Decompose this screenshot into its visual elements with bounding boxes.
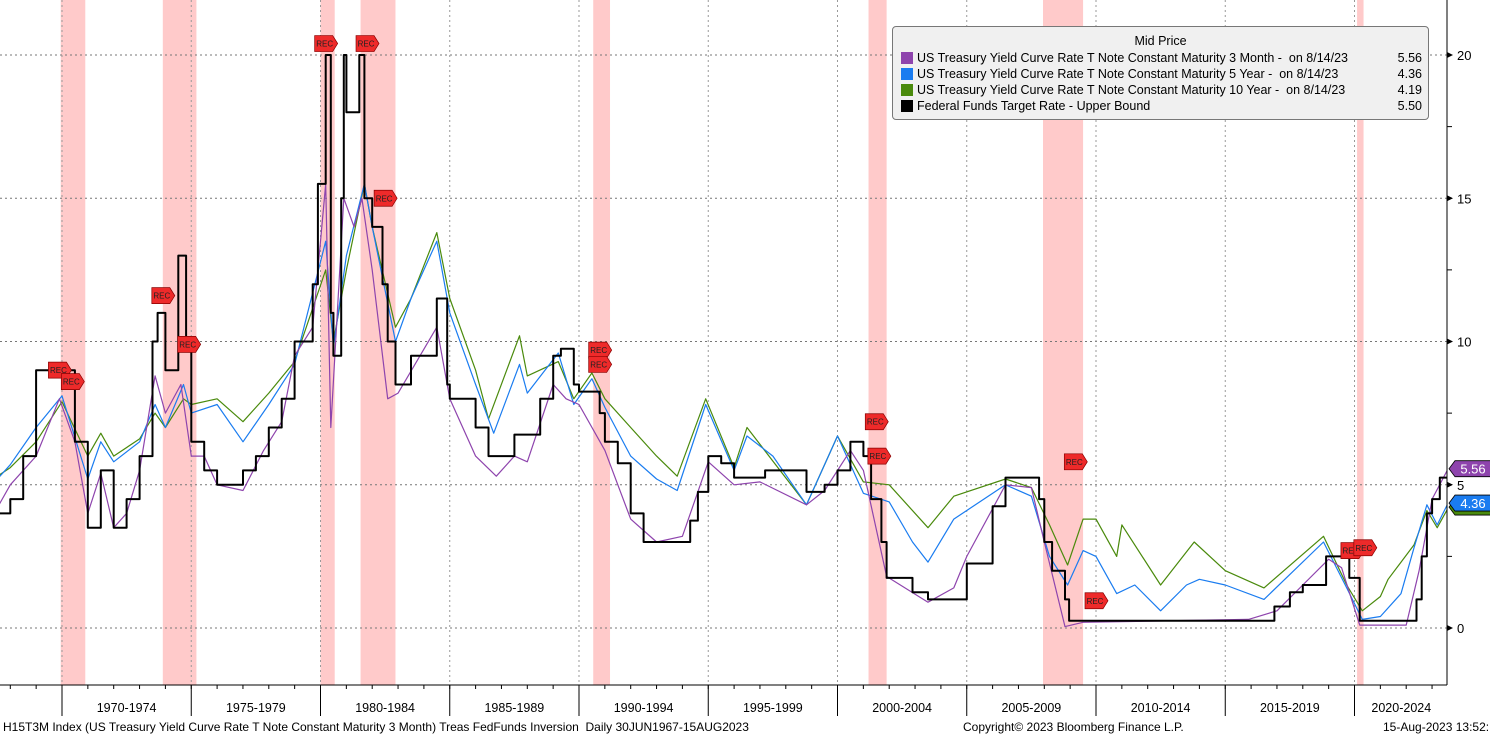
legend-title: Mid Price (1134, 34, 1187, 48)
recession-marker-label: REC (590, 360, 607, 369)
x-tick-label: 1970-1974 (97, 701, 157, 715)
footer-description: H15T3M Index (US Treasury Yield Curve Ra… (3, 720, 749, 734)
legend-label: US Treasury Yield Curve Rate T Note Cons… (917, 51, 1348, 65)
y-tick-label: 20 (1457, 48, 1471, 63)
footer-timestamp: 15-Aug-2023 13:52:16 (1383, 720, 1490, 734)
recession-marker-label: REC (1355, 544, 1372, 553)
y-tick-arrow (1447, 481, 1453, 488)
recession-marker-label: REC (1087, 597, 1104, 606)
last-value-tag-label: 4.36 (1460, 496, 1485, 511)
y-tick-label: 15 (1457, 191, 1471, 206)
series-line-2 (0, 183, 1447, 612)
legend-swatch (901, 84, 913, 96)
legend-value: 5.56 (1397, 51, 1422, 65)
recession-marker-shape (1353, 539, 1378, 557)
y-tick-label: 5 (1457, 478, 1464, 493)
legend-value: 4.19 (1397, 83, 1422, 97)
legend-swatch (901, 100, 913, 112)
y-tick-arrow (1447, 338, 1453, 345)
legend-label: US Treasury Yield Curve Rate T Note Cons… (917, 67, 1339, 81)
recession-marker: REC (177, 336, 202, 353)
recession-marker-label: REC (590, 346, 607, 355)
x-tick-label: 1995-1999 (743, 701, 803, 715)
recession-marker-label: REC (867, 418, 884, 427)
x-tick-label: 2010-2014 (1131, 701, 1191, 715)
recession-marker: REC (867, 447, 892, 465)
x-tick-label: 2020-2024 (1371, 701, 1431, 715)
recession-marker-label: REC (179, 340, 196, 349)
recession-marker-label: REC (316, 40, 333, 49)
legend-value: 4.36 (1397, 67, 1422, 81)
legend-label: Federal Funds Target Rate - Upper Bound (917, 99, 1151, 113)
x-tick-label: 1990-1994 (614, 701, 674, 715)
recession-marker-shape (1084, 592, 1109, 610)
x-tick-label: 2005-2009 (1001, 701, 1061, 715)
series-line-3 (0, 54, 1447, 622)
legend-label: US Treasury Yield Curve Rate T Note Cons… (917, 83, 1346, 97)
legend-entry-10y: US Treasury Yield Curve Rate T Note Cons… (893, 82, 1428, 98)
series-group (0, 54, 1447, 628)
last-value-tag-shape (1448, 460, 1490, 478)
recession-band (1357, 0, 1364, 685)
recession-marker: REC (373, 189, 398, 207)
recession-marker-label: REC (153, 292, 170, 301)
recession-marker: REC (355, 35, 380, 52)
recession-marker-shape (177, 336, 202, 353)
recession-marker-label: REC (1342, 547, 1359, 556)
recession-marker: REC (588, 341, 613, 359)
footer-copyright: Copyright© 2023 Bloomberg Finance L.P. (963, 720, 1184, 734)
recession-marker: REC (864, 413, 889, 431)
recession-marker-label: REC (50, 366, 67, 375)
recession-marker-shape (60, 373, 85, 390)
x-tick-label: 2000-2004 (872, 701, 932, 715)
x-tick-label: 1980-1984 (355, 701, 415, 715)
recession-marker-label: REC (1066, 458, 1083, 467)
recession-marker-shape (373, 189, 398, 207)
recession-marker-shape (864, 413, 889, 431)
recession-marker: REC (151, 287, 176, 305)
chart-legend: Mid Price US Treasury Yield Curve Rate T… (892, 26, 1429, 120)
recession-marker: REC (1353, 539, 1378, 557)
recession-marker-shape (151, 287, 176, 305)
x-tick-label: 1975-1979 (226, 701, 286, 715)
recession-marker-shape (314, 35, 339, 52)
series-line-0 (0, 183, 1447, 628)
legend-entry-5y: US Treasury Yield Curve Rate T Note Cons… (893, 66, 1428, 82)
last-value-tag: 5.56 (1448, 460, 1490, 478)
x-tick-label: 2015-2019 (1260, 701, 1320, 715)
recession-marker: REC (1084, 592, 1109, 610)
legend-swatch (901, 52, 913, 64)
y-tick-arrow (1447, 195, 1453, 202)
recession-marker-shape (355, 35, 380, 52)
y-tick-arrow (1447, 52, 1453, 58)
last-value-tag: 4.36 (1448, 494, 1490, 512)
recession-marker-label: REC (358, 40, 375, 49)
recession-marker-label: REC (376, 194, 393, 203)
legend-entry-fedfunds: Federal Funds Target Rate - Upper Bound 5… (893, 98, 1428, 114)
recession-marker-shape (867, 447, 892, 465)
recession-marker-shape (588, 356, 613, 373)
y-tick-arrow (1447, 625, 1453, 631)
last-value-tag-label: 5.56 (1460, 462, 1485, 477)
recession-marker: REC (588, 356, 613, 373)
x-tick-label: 1985-1989 (484, 701, 544, 715)
last-value-tag-shape (1448, 494, 1490, 512)
recession-marker-label: REC (63, 378, 80, 387)
recession-marker-label: REC (869, 452, 886, 461)
recession-marker: REC (1063, 453, 1088, 471)
legend-value: 5.50 (1397, 99, 1422, 113)
recession-marker-shape (1063, 453, 1088, 471)
series-line-1 (0, 183, 1447, 620)
legend-entry-3m: US Treasury Yield Curve Rate T Note Cons… (893, 50, 1428, 66)
recession-marker-shape (588, 341, 613, 359)
recession-marker: REC (60, 373, 85, 390)
y-tick-label: 0 (1457, 621, 1464, 636)
recession-band (60, 0, 86, 685)
legend-swatch (901, 68, 913, 80)
recession-band (868, 0, 887, 685)
y-tick-label: 10 (1457, 335, 1471, 350)
recession-marker: REC (314, 35, 339, 52)
